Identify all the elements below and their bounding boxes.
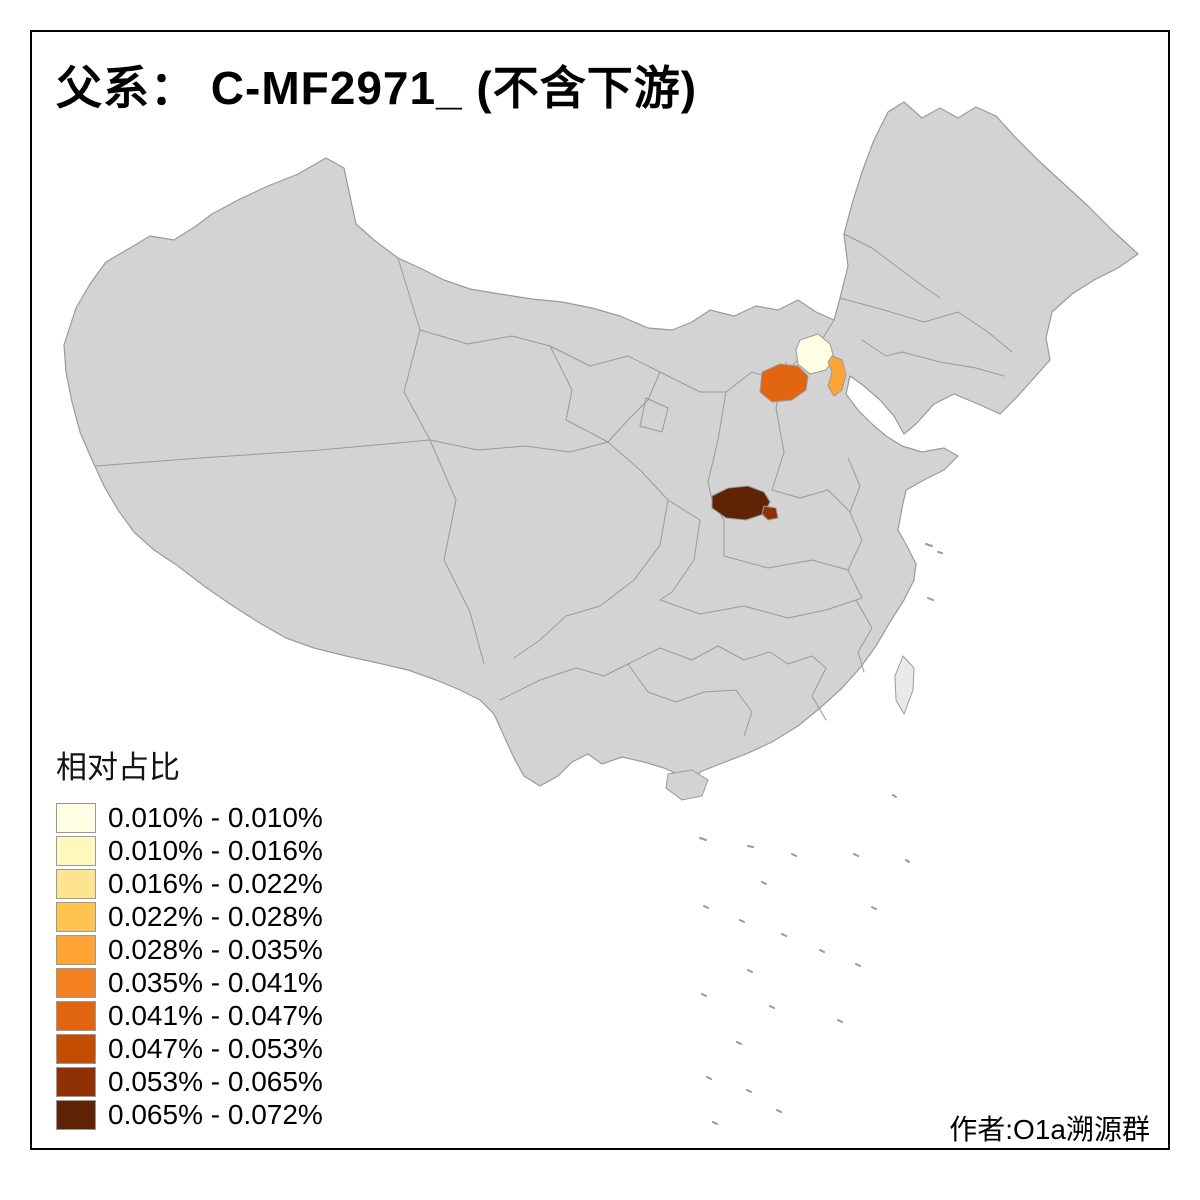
legend-item: 0.010% - 0.010% bbox=[56, 801, 323, 834]
legend-label: 0.053% - 0.065% bbox=[108, 1065, 323, 1097]
mainland-china-shape bbox=[63, 101, 1139, 789]
legend-item: 0.041% - 0.047% bbox=[56, 999, 323, 1032]
sea-islands bbox=[699, 543, 943, 1125]
legend-items: 0.010% - 0.010% 0.010% - 0.016% 0.016% -… bbox=[56, 801, 323, 1131]
legend-label: 0.016% - 0.022% bbox=[108, 867, 323, 899]
taiwan-island bbox=[894, 655, 915, 716]
legend-swatch bbox=[56, 934, 96, 965]
region-beijing bbox=[795, 333, 835, 375]
region-shaanxi-edge bbox=[761, 505, 779, 521]
legend-item: 0.035% - 0.041% bbox=[56, 966, 323, 999]
legend-swatch bbox=[56, 1000, 96, 1031]
legend-swatch bbox=[56, 802, 96, 833]
map-title: 父系： C-MF2971_ (不含下游) bbox=[56, 62, 698, 114]
legend-item: 0.028% - 0.035% bbox=[56, 933, 323, 966]
legend: 相对占比 0.010% - 0.010% 0.010% - 0.016% 0.0… bbox=[56, 742, 323, 1131]
legend-swatch bbox=[56, 901, 96, 932]
region-tianjin bbox=[827, 355, 847, 397]
legend-swatch bbox=[56, 868, 96, 899]
legend-item: 0.065% - 0.072% bbox=[56, 1098, 323, 1131]
legend-label: 0.010% - 0.010% bbox=[108, 801, 323, 833]
legend-item: 0.016% - 0.022% bbox=[56, 867, 323, 900]
legend-label: 0.010% - 0.016% bbox=[108, 834, 323, 866]
legend-item: 0.053% - 0.065% bbox=[56, 1065, 323, 1098]
legend-label: 0.047% - 0.053% bbox=[108, 1032, 323, 1064]
legend-item: 0.047% - 0.053% bbox=[56, 1032, 323, 1065]
region-hebei-west bbox=[759, 363, 809, 403]
legend-label: 0.028% - 0.035% bbox=[108, 933, 323, 965]
legend-swatch bbox=[56, 1033, 96, 1064]
legend-label: 0.065% - 0.072% bbox=[108, 1098, 323, 1130]
legend-title: 相对占比 bbox=[56, 750, 180, 785]
hainan-island bbox=[665, 769, 709, 801]
province-borders bbox=[95, 233, 1013, 737]
legend-swatch bbox=[56, 835, 96, 866]
legend-item: 0.022% - 0.028% bbox=[56, 900, 323, 933]
legend-label: 0.035% - 0.041% bbox=[108, 966, 323, 998]
legend-swatch bbox=[56, 967, 96, 998]
legend-label: 0.022% - 0.028% bbox=[108, 900, 323, 932]
legend-swatch bbox=[56, 1099, 96, 1130]
author-credit: 作者:O1a溯源群 bbox=[949, 1114, 1150, 1145]
legend-item: 0.010% - 0.016% bbox=[56, 834, 323, 867]
legend-swatch bbox=[56, 1066, 96, 1097]
legend-label: 0.041% - 0.047% bbox=[108, 999, 323, 1031]
